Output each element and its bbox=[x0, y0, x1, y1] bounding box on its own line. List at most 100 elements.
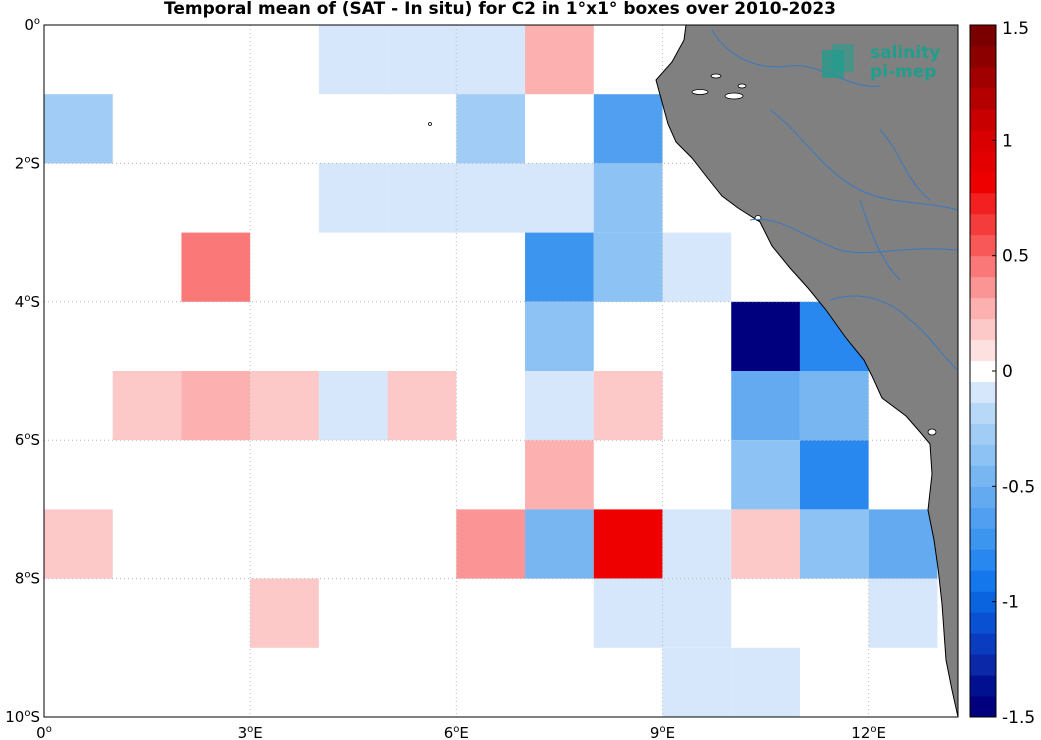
colorbar-segment bbox=[970, 423, 996, 445]
plot-frame bbox=[43, 24, 959, 718]
y-tick-label: 10oS bbox=[5, 708, 40, 726]
river bbox=[859, 199, 901, 281]
island bbox=[927, 428, 937, 436]
heatmap-cell bbox=[181, 371, 251, 441]
heatmap-cell bbox=[593, 371, 663, 441]
heatmap-cell bbox=[662, 578, 732, 648]
island bbox=[428, 122, 432, 126]
heatmap-cell bbox=[868, 578, 938, 648]
heatmap-cell bbox=[387, 25, 457, 95]
y-tick-label: 4oS bbox=[15, 293, 40, 311]
heatmap-cell bbox=[593, 94, 663, 164]
heatmap-cell bbox=[387, 163, 457, 233]
colorbar-segment bbox=[970, 276, 996, 299]
heatmap-cell bbox=[593, 509, 663, 579]
heatmap-cell bbox=[593, 163, 663, 233]
heatmap-cell bbox=[731, 371, 800, 441]
logo-line1: salinity bbox=[870, 43, 940, 63]
heatmap-cell bbox=[387, 371, 457, 441]
heatmap-cell bbox=[318, 25, 388, 95]
colorbar bbox=[969, 24, 997, 718]
island bbox=[691, 89, 709, 95]
heatmap-cell bbox=[593, 578, 663, 648]
land-mass bbox=[655, 25, 958, 717]
heatmap-cell bbox=[525, 232, 594, 302]
heatmap-cell bbox=[662, 647, 732, 717]
colorbar-segment bbox=[970, 381, 996, 403]
river bbox=[829, 295, 958, 371]
colorbar-segment bbox=[970, 675, 996, 697]
island bbox=[710, 73, 722, 79]
heatmap-cell bbox=[868, 509, 938, 579]
colorbar-segment bbox=[970, 507, 996, 529]
colorbar-segment bbox=[970, 696, 996, 718]
heatmap-cells bbox=[44, 25, 938, 717]
island bbox=[737, 83, 747, 89]
y-tick-label: 2oS bbox=[15, 154, 40, 172]
y-tick-label: 8oS bbox=[15, 570, 40, 588]
heatmap-cell bbox=[181, 232, 251, 302]
heatmap-cell bbox=[456, 94, 526, 164]
colorbar-segment bbox=[970, 25, 996, 47]
heatmap-cell bbox=[112, 371, 182, 441]
colorbar-segment bbox=[970, 66, 996, 89]
heatmap-cell bbox=[456, 509, 526, 579]
heatmap-cell bbox=[731, 647, 800, 717]
heatmap-cell bbox=[525, 301, 594, 371]
river bbox=[711, 29, 881, 87]
colorbar-tick-label: 1.5 bbox=[1002, 19, 1029, 39]
grid-lines bbox=[44, 25, 958, 717]
heatmap-cell bbox=[44, 509, 113, 579]
colorbar-segment bbox=[970, 234, 996, 257]
y-tick-label: 0o bbox=[24, 16, 40, 34]
colorbar-tick-label: -1 bbox=[1002, 593, 1019, 613]
colorbar-segment bbox=[970, 150, 996, 173]
colorbar-tick-label: 0.5 bbox=[1002, 247, 1029, 267]
x-tick-label: 3oE bbox=[238, 724, 263, 740]
colorbar-segment bbox=[970, 549, 996, 571]
colorbar-segment bbox=[970, 192, 996, 215]
colorbar-segment bbox=[970, 654, 996, 676]
heatmap-cell bbox=[250, 578, 319, 648]
colorbar-segment bbox=[970, 108, 996, 131]
colorbar-segment bbox=[970, 591, 996, 613]
x-tick-label: 12oE bbox=[851, 724, 886, 740]
heatmap-cell bbox=[662, 509, 732, 579]
heatmap-cell bbox=[525, 440, 594, 510]
colorbar-segment bbox=[970, 465, 996, 487]
heatmap-cell bbox=[318, 371, 388, 441]
heatmap-cell bbox=[593, 232, 663, 302]
logo-mark bbox=[832, 44, 854, 72]
river bbox=[749, 218, 958, 254]
x-tick-label: 6oE bbox=[444, 724, 469, 740]
heatmap-cell bbox=[731, 509, 800, 579]
colorbar-segment bbox=[970, 402, 996, 424]
heatmap-cell bbox=[731, 301, 800, 371]
x-axis-ticks: 0o 3oE 6oE 9oE 12oE bbox=[36, 724, 886, 740]
colorbar-segment bbox=[970, 45, 996, 68]
salinity-pi-mep-logo: salinity pi-mep bbox=[822, 43, 940, 82]
heatmap-cell bbox=[525, 163, 594, 233]
heatmap-cell bbox=[799, 371, 869, 441]
colorbar-segment bbox=[970, 318, 996, 341]
colorbar-tick-label: 1 bbox=[1002, 131, 1013, 151]
colorbar-segment bbox=[970, 444, 996, 466]
y-axis-ticks: 0o 2oS 4oS 6oS 8oS 10oS bbox=[5, 16, 40, 726]
colorbar-segment bbox=[970, 255, 996, 278]
river bbox=[769, 109, 958, 211]
heatmap-cell bbox=[250, 371, 319, 441]
colorbar-segment bbox=[970, 360, 996, 382]
rivers bbox=[711, 29, 958, 371]
colorbar-tick-label: 0 bbox=[1002, 362, 1013, 382]
colorbar-segment bbox=[970, 339, 996, 362]
colorbar-tick-label: -1.5 bbox=[1002, 708, 1035, 728]
heatmap-cell bbox=[44, 94, 113, 164]
y-tick-label: 6oS bbox=[15, 431, 40, 449]
heatmap-cell bbox=[318, 163, 388, 233]
colorbar-segment bbox=[970, 528, 996, 550]
river bbox=[879, 129, 931, 201]
heatmap-cell bbox=[525, 509, 594, 579]
x-tick-label: 0o bbox=[36, 724, 52, 740]
colorbar-segment bbox=[970, 633, 996, 655]
